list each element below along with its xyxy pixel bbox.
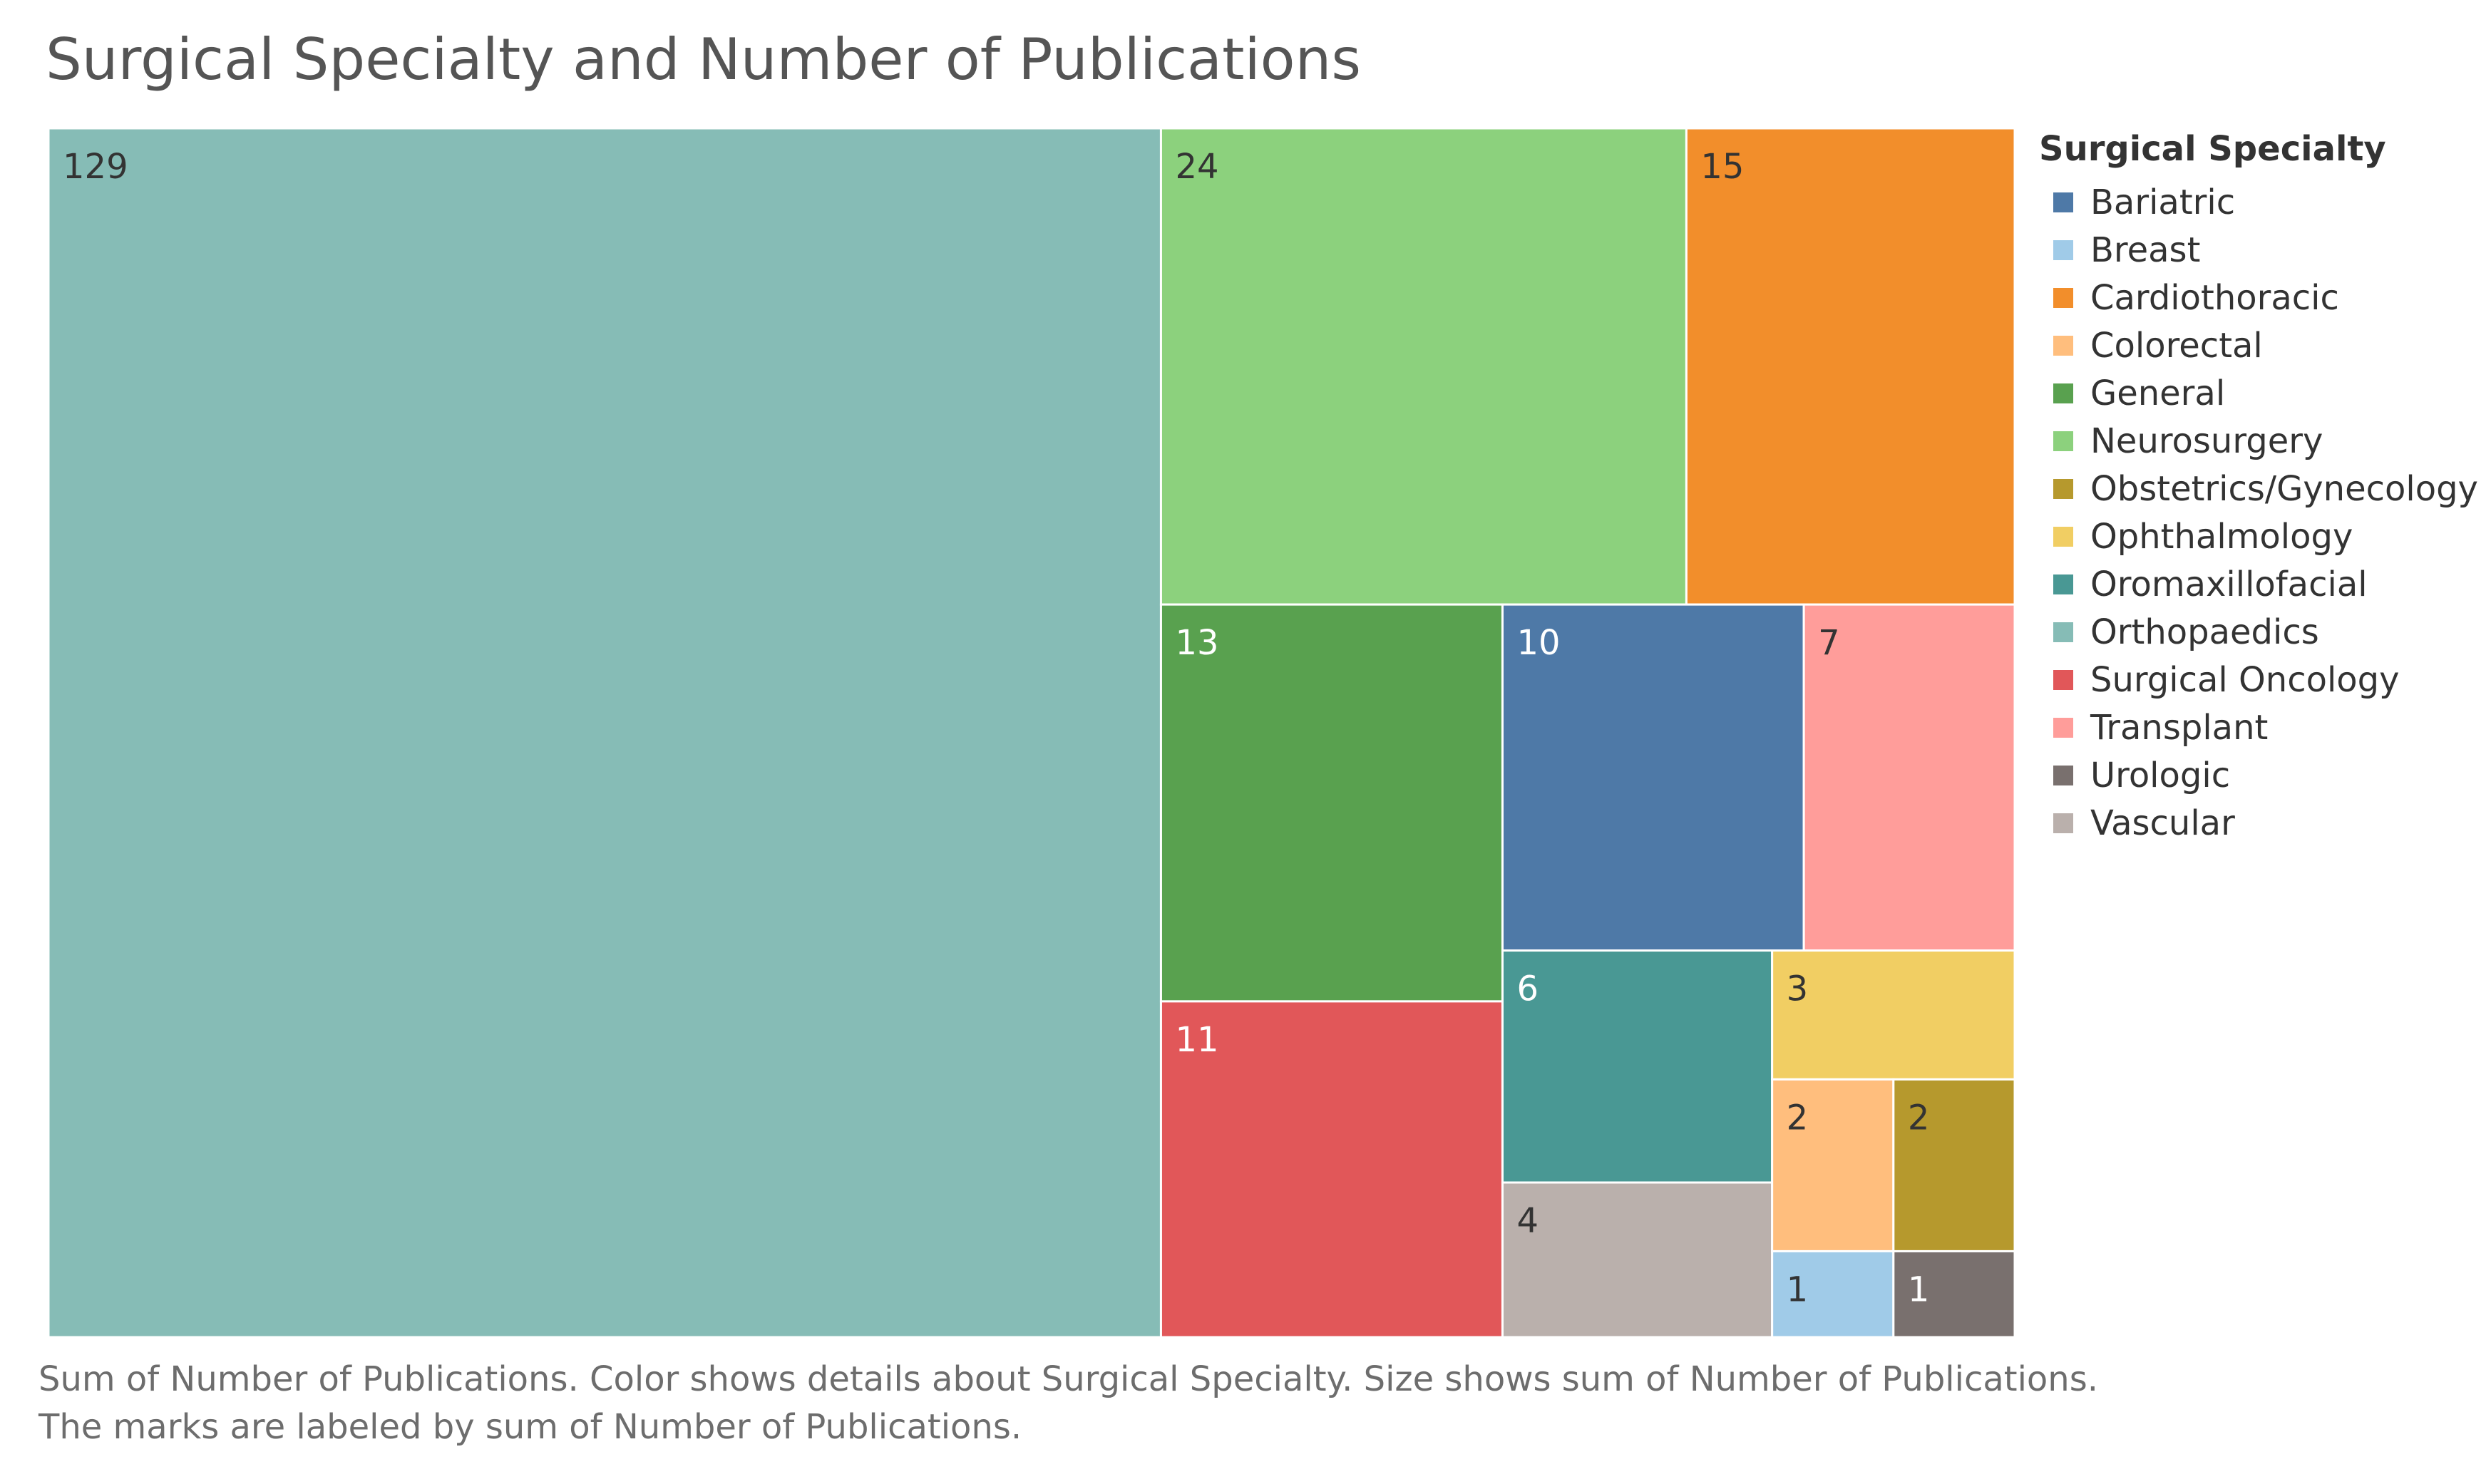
legend-swatch — [2053, 478, 2073, 499]
legend-label: Vascular — [2090, 803, 2235, 843]
legend-item-general[interactable]: General — [2039, 369, 2478, 417]
treemap-rect-urologic[interactable] — [1892, 1249, 2016, 1339]
treemap-label-bariatric: 10 — [1516, 623, 1560, 663]
legend-label: Neurosurgery — [2090, 421, 2323, 461]
treemap-tile-vascular[interactable]: 4 — [1501, 1181, 1774, 1339]
legend-item-breast[interactable]: Breast — [2039, 226, 2478, 274]
legend-swatch — [2053, 192, 2073, 212]
legend-item-oromaxillofacial[interactable]: Oromaxillofacial — [2039, 560, 2478, 608]
treemap-rect-ophthalmology[interactable] — [1771, 949, 2016, 1081]
chart-title: Surgical Specialty and Number of Publica… — [46, 26, 1361, 93]
treemap-label-general: 13 — [1175, 623, 1218, 663]
legend-items: Bariatric Breast Cardiothoracic Colorectal G… — [2039, 178, 2478, 847]
treemap-rect-vascular[interactable] — [1501, 1181, 1774, 1339]
legend-swatch — [2053, 431, 2073, 451]
treemap-tile-urologic[interactable]: 1 — [1892, 1249, 2016, 1339]
treemap-tile-orthopaedics[interactable]: 129 — [47, 127, 1162, 1339]
chart-caption: Sum of Number of Publications. Color sho… — [38, 1356, 2098, 1451]
treemap-tile-colorectal[interactable]: 2 — [1771, 1078, 1895, 1252]
legend-item-surgical-oncology[interactable]: Surgical Oncology — [2039, 656, 2478, 704]
legend-item-ophthalmology[interactable]: Ophthalmology — [2039, 512, 2478, 560]
legend: Surgical Specialty Bariatric Breast Cardio… — [2039, 127, 2478, 847]
treemap-tile-breast[interactable]: 1 — [1771, 1249, 1895, 1339]
legend-label: Breast — [2090, 230, 2201, 270]
treemap-rect-oromaxillofacial[interactable] — [1501, 949, 1774, 1184]
treemap-tile-neurosurgery[interactable]: 24 — [1159, 127, 1688, 606]
treemap-label-orthopaedics: 129 — [63, 147, 128, 187]
legend-item-bariatric[interactable]: Bariatric — [2039, 178, 2478, 226]
legend-label: General — [2090, 373, 2226, 413]
legend-label: Ophthalmology — [2090, 516, 2353, 557]
treemap-rect-breast[interactable] — [1771, 1249, 1895, 1339]
treemap-label-urologic: 1 — [1908, 1269, 1930, 1309]
treemap-label-surgical-oncology: 11 — [1175, 1020, 1218, 1060]
legend-label: Colorectal — [2090, 325, 2263, 366]
treemap-label-oromaxillofacial: 6 — [1516, 969, 1539, 1009]
treemap-label-obstetrics-gynecology: 2 — [1908, 1098, 1930, 1138]
legend-item-urologic[interactable]: Urologic — [2039, 751, 2478, 799]
treemap-tile-bariatric[interactable]: 10 — [1501, 603, 1805, 952]
treemap-rect-obstetrics-gynecology[interactable] — [1892, 1078, 2016, 1252]
treemap-rect-orthopaedics[interactable] — [47, 127, 1162, 1339]
legend-swatch — [2053, 335, 2073, 356]
treemap-tile-transplant[interactable]: 7 — [1802, 603, 2016, 952]
legend-swatch — [2053, 383, 2073, 403]
legend-swatch — [2053, 669, 2073, 690]
treemap-rect-cardiothoracic[interactable] — [1685, 127, 2016, 606]
caption-line-2: The marks are labeled by sum of Number o… — [38, 1407, 1022, 1447]
treemap-tile-obstetrics-gynecology[interactable]: 2 — [1892, 1078, 2016, 1252]
treemap-rect-general[interactable] — [1159, 603, 1504, 1003]
treemap-rect-colorectal[interactable] — [1771, 1078, 1895, 1252]
treemap-tile-oromaxillofacial[interactable]: 6 — [1501, 949, 1774, 1184]
treemap-rect-transplant[interactable] — [1802, 603, 2016, 952]
legend-item-obstetrics-gynecology[interactable]: Obstetrics/Gynecology — [2039, 465, 2478, 512]
treemap-rect-bariatric[interactable] — [1501, 603, 1805, 952]
legend-label: Oromaxillofacial — [2090, 564, 2368, 604]
legend-label: Bariatric — [2090, 182, 2236, 222]
legend-swatch — [2053, 717, 2073, 738]
legend-swatch — [2053, 765, 2073, 785]
legend-swatch — [2053, 287, 2073, 308]
treemap-tile-ophthalmology[interactable]: 3 — [1771, 949, 2016, 1081]
legend-swatch — [2053, 813, 2073, 833]
legend-item-colorectal[interactable]: Colorectal — [2039, 321, 2478, 369]
legend-swatch — [2053, 526, 2073, 547]
treemap-rect-surgical-oncology[interactable] — [1159, 1000, 1504, 1339]
treemap-label-colorectal: 2 — [1787, 1098, 1809, 1138]
legend-swatch — [2053, 574, 2073, 594]
treemap-tile-surgical-oncology[interactable]: 11 — [1159, 1000, 1504, 1339]
legend-swatch — [2053, 622, 2073, 642]
treemap-label-cardiothoracic: 15 — [1700, 147, 1744, 187]
legend-swatch — [2053, 239, 2073, 260]
treemap-label-neurosurgery: 24 — [1175, 147, 1218, 187]
legend-label: Cardiothoracic — [2090, 277, 2339, 318]
legend-label: Obstetrics/Gynecology — [2090, 468, 2478, 509]
caption-line-1: Sum of Number of Publications. Color sho… — [38, 1359, 2098, 1399]
legend-item-transplant[interactable]: Transplant — [2039, 704, 2478, 751]
legend-label: Surgical Oncology — [2090, 659, 2400, 700]
treemap-label-ophthalmology: 3 — [1787, 969, 1809, 1009]
legend-label: Transplant — [2090, 707, 2269, 748]
treemap-tile-cardiothoracic[interactable]: 15 — [1685, 127, 2016, 606]
treemap-tile-general[interactable]: 13 — [1159, 603, 1504, 1003]
legend-item-cardiothoracic[interactable]: Cardiothoracic — [2039, 274, 2478, 321]
legend-label: Orthopaedics — [2090, 612, 2319, 652]
treemap-label-vascular: 4 — [1516, 1201, 1539, 1241]
legend-item-neurosurgery[interactable]: Neurosurgery — [2039, 417, 2478, 465]
treemap-label-transplant: 7 — [1818, 623, 1840, 663]
legend-item-vascular[interactable]: Vascular — [2039, 799, 2478, 847]
treemap-rect-neurosurgery[interactable] — [1159, 127, 1688, 606]
legend-item-orthopaedics[interactable]: Orthopaedics — [2039, 608, 2478, 656]
legend-title: Surgical Specialty — [2039, 129, 2386, 169]
treemap-label-breast: 1 — [1787, 1269, 1809, 1309]
legend-label: Urologic — [2090, 755, 2231, 795]
